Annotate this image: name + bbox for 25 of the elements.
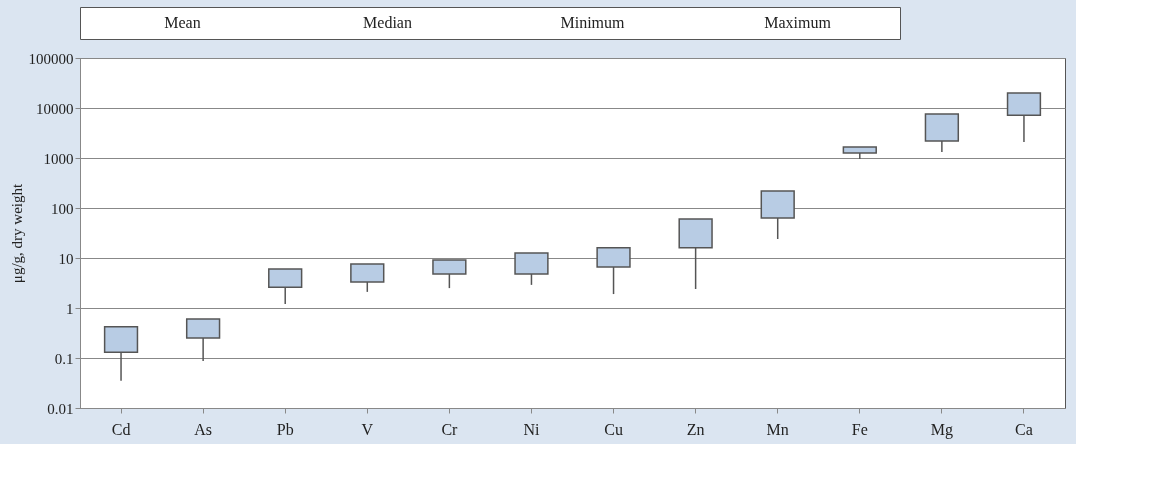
y-tick-label: 100000: [28, 50, 74, 67]
x-tick-label: Ni: [523, 420, 541, 438]
x-tick-label: Cd: [111, 420, 131, 438]
text: Maximum: [764, 14, 832, 31]
text: Median: [363, 14, 412, 31]
text: Mean: [164, 14, 201, 31]
x-tick-label: V: [361, 420, 374, 438]
x-tick-label: Mg: [930, 420, 953, 439]
x-tick-label: Fe: [851, 420, 868, 438]
y-axis-title: μg/g, dry weight: [8, 183, 25, 284]
y-tick-label: 1: [66, 300, 74, 317]
x-tick-label: Zn: [686, 420, 705, 438]
y-tick-label: 0.1: [54, 350, 74, 367]
x-tick-label: Mn: [766, 420, 789, 438]
text: Minimum: [560, 14, 626, 31]
x-tick-label: As: [194, 420, 213, 438]
x-tick-label: Cu: [604, 420, 623, 438]
x-tick-label: Pb: [276, 420, 294, 438]
y-tick-label: 100: [51, 200, 74, 217]
y-tick-label: 0.01: [47, 400, 74, 417]
x-tick-label: Ca: [1015, 420, 1033, 438]
y-tick-label: 1000: [43, 150, 74, 167]
y-tick-label: 10: [58, 250, 74, 267]
x-tick-label: Cr: [441, 420, 459, 438]
y-tick-label: 10000: [36, 100, 74, 117]
